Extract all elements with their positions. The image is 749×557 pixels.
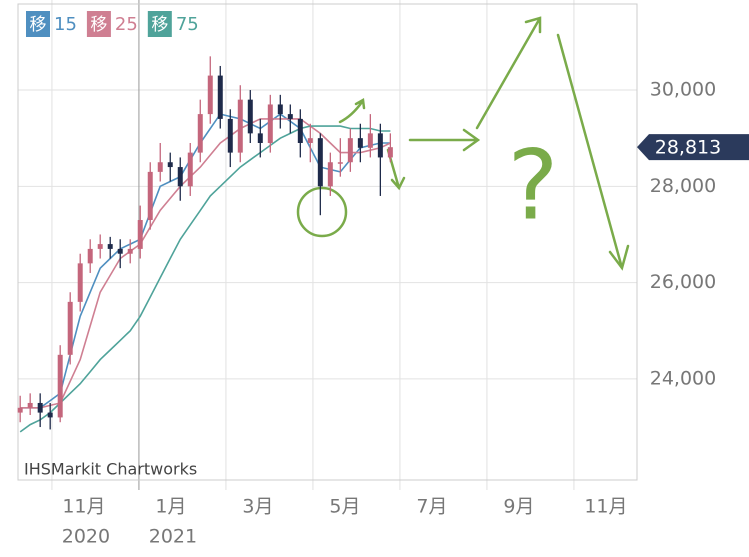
x-tick-label: 5月 bbox=[329, 496, 360, 518]
candle-body bbox=[387, 147, 393, 158]
annotations bbox=[296, 16, 630, 271]
x-year-label: 2020 bbox=[62, 526, 110, 548]
circle-mark bbox=[296, 186, 348, 238]
candle-body bbox=[17, 407, 23, 413]
legend-prefix: 移 bbox=[30, 15, 47, 35]
price-tag-label: 28,813 bbox=[655, 137, 721, 159]
candle-body bbox=[317, 138, 323, 187]
candle-body bbox=[347, 138, 353, 163]
candle-body bbox=[77, 263, 83, 302]
legend-swatch bbox=[26, 11, 50, 37]
candle-body bbox=[157, 162, 163, 172]
x-tick-label: 7月 bbox=[416, 496, 447, 518]
candle-body bbox=[37, 402, 43, 413]
annotation: ? bbox=[508, 129, 559, 241]
y-tick-label: 30,000 bbox=[650, 79, 716, 101]
candle-body bbox=[267, 104, 273, 143]
x-year-label: 2021 bbox=[149, 526, 197, 548]
price-tag bbox=[637, 134, 749, 161]
candle-body bbox=[27, 402, 33, 408]
arrow bbox=[408, 128, 481, 152]
plot-frame bbox=[17, 3, 638, 481]
source: IHSMarkit Chartworks bbox=[24, 460, 197, 479]
candle-body bbox=[217, 75, 223, 119]
candle-body bbox=[167, 162, 173, 168]
candle-body bbox=[97, 244, 103, 249]
arrow bbox=[475, 16, 542, 130]
candle-body bbox=[107, 244, 113, 249]
x-tick-label: 1月 bbox=[155, 496, 186, 518]
candle-body bbox=[337, 162, 343, 164]
candle-body bbox=[177, 167, 183, 187]
x-tick-label: 11月 bbox=[584, 496, 627, 518]
candle-body bbox=[247, 99, 253, 134]
legend-label: 25 bbox=[115, 14, 138, 35]
candle-body bbox=[237, 99, 243, 153]
ma-line bbox=[20, 113, 391, 409]
ma-line bbox=[20, 118, 391, 409]
candle-body bbox=[297, 118, 303, 143]
x-tick-label: 9月 bbox=[503, 496, 534, 518]
candle-body bbox=[327, 162, 333, 187]
candle-body bbox=[307, 138, 313, 143]
candle-body bbox=[367, 133, 373, 148]
ma-line bbox=[19, 125, 391, 433]
legend-label: 15 bbox=[54, 14, 77, 35]
legend-prefix: 移 bbox=[90, 15, 107, 35]
candle-body bbox=[257, 133, 263, 143]
candle-body bbox=[67, 301, 73, 355]
x-tick-label: 11月 bbox=[62, 496, 105, 518]
x-tick-label: 3月 bbox=[242, 496, 273, 518]
candle-body bbox=[127, 248, 133, 254]
candle-body bbox=[147, 171, 153, 221]
candle-body bbox=[287, 114, 293, 119]
candle-body bbox=[117, 248, 123, 254]
y-tick-label: 26,000 bbox=[650, 271, 716, 293]
candle-body bbox=[87, 248, 93, 264]
candle-body bbox=[187, 152, 193, 187]
candle-body bbox=[47, 412, 53, 418]
candle-body bbox=[207, 75, 213, 115]
legend-prefix: 移 bbox=[151, 15, 168, 35]
candle-body bbox=[357, 138, 363, 148]
legend-label: 75 bbox=[176, 14, 199, 35]
legend-swatch bbox=[86, 11, 111, 37]
y-tick-label: 24,000 bbox=[650, 367, 716, 389]
arrow bbox=[338, 97, 366, 124]
candle-body bbox=[137, 220, 143, 249]
candle-body bbox=[197, 114, 203, 153]
candle-body bbox=[57, 354, 63, 418]
candle-body bbox=[277, 104, 283, 115]
candle-body bbox=[227, 118, 233, 153]
arrow bbox=[556, 33, 630, 271]
legend-swatch bbox=[147, 11, 172, 37]
candle-body bbox=[377, 133, 383, 158]
y-tick-label: 28,000 bbox=[650, 175, 716, 197]
